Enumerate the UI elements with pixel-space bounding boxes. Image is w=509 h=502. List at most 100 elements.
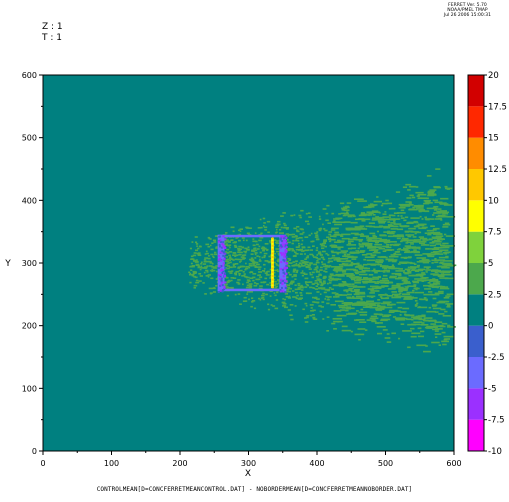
colorbar-swatch [468,200,484,232]
plume-cell [429,244,436,247]
plume-cell [351,278,356,281]
plume-cell [238,229,241,232]
y-tick-label: 0 [32,447,37,456]
plume-cell [364,329,368,331]
plume-cell [312,283,315,285]
plume-cell [423,350,431,353]
plume-cell [286,264,289,266]
plume-cell [298,262,302,264]
plume-cell [315,285,319,287]
plume-cell [229,256,232,258]
plume-cell [364,245,373,247]
plume-cell [202,282,205,284]
plume-cell [411,332,421,335]
plume-cell [422,279,432,281]
plume-cell [275,248,280,250]
plume-cell [437,259,446,261]
plume-cell [311,240,315,243]
plume-cell [358,304,368,306]
plume-cell [316,301,319,304]
plume-cell [325,219,329,222]
plume-cell [440,246,450,249]
plume-cell [344,214,350,216]
negative-square-cell [219,239,222,242]
plume-cell [431,248,440,251]
plume-cell [380,218,388,221]
plume-cell [204,253,207,255]
plume-cell [239,230,242,232]
plume-cell [296,294,299,297]
plume-cell [369,292,375,294]
plume-cell [379,260,384,262]
plume-cell [419,298,423,300]
plume-cell [315,234,319,236]
plume-cell [361,281,370,283]
plume-cell [444,233,447,236]
plume-cell [407,239,416,241]
plume-cell [381,202,388,205]
plume-cell [433,251,443,253]
plume-cell [415,191,424,194]
plume-cell [314,282,319,284]
plume-cell [433,247,442,249]
plume-cell [418,210,422,213]
plume-cell [443,262,452,265]
plume-cell [239,251,243,254]
negative-square-cell [220,273,223,276]
plume-cell [350,261,354,264]
plume-cell [199,245,202,248]
plume-cell [263,268,266,270]
plume-cell [418,318,426,321]
plume-cell [285,284,289,286]
negative-square-cell [281,268,284,271]
plume-cell [273,239,277,241]
plume-cell [234,254,237,256]
plume-cell [428,306,432,309]
plume-cell [359,278,366,281]
plume-cell [418,206,424,208]
negative-square-cell [217,254,220,257]
plume-cell [405,314,411,317]
plume-cell [391,296,402,299]
plume-cell [303,260,306,263]
plume-cell [406,268,411,271]
plume-cell [428,285,434,288]
plume-cell [447,304,451,307]
plume-cell [396,283,404,285]
plume-cell [387,304,393,306]
positive-bar-cell [271,278,274,281]
plume-cell [237,251,240,253]
plume-cell [440,262,445,265]
plume-cell [427,191,435,194]
negative-square-cell [280,286,283,289]
positive-bar-cell [271,256,274,259]
plume-cell [431,232,439,234]
negative-square-cell [282,271,285,274]
plume-cell [318,228,320,230]
negative-square-side [217,234,225,292]
negative-square-cell [281,279,284,282]
plume-cell [350,274,355,276]
plume-cell [358,240,363,242]
plume-cell [424,201,431,203]
plume-cell [310,307,313,309]
negative-square-cell [222,270,225,273]
positive-bar-cell [271,286,274,289]
plume-cell [199,275,203,277]
plume-cell [439,325,446,328]
plume-cell [357,251,365,253]
plume-cell [372,251,381,254]
plume-cell [297,264,300,267]
plume-cell [316,270,319,272]
plume-cell [328,282,332,284]
plume-cell [213,253,218,256]
plume-cell [245,239,248,242]
plume-cell [226,251,229,254]
plume-cell [446,293,455,296]
plume-cell [414,305,418,307]
plume-cell [421,314,426,317]
plume-cell [252,273,257,275]
plume-cell [431,341,440,344]
negative-square-cell [283,243,286,246]
